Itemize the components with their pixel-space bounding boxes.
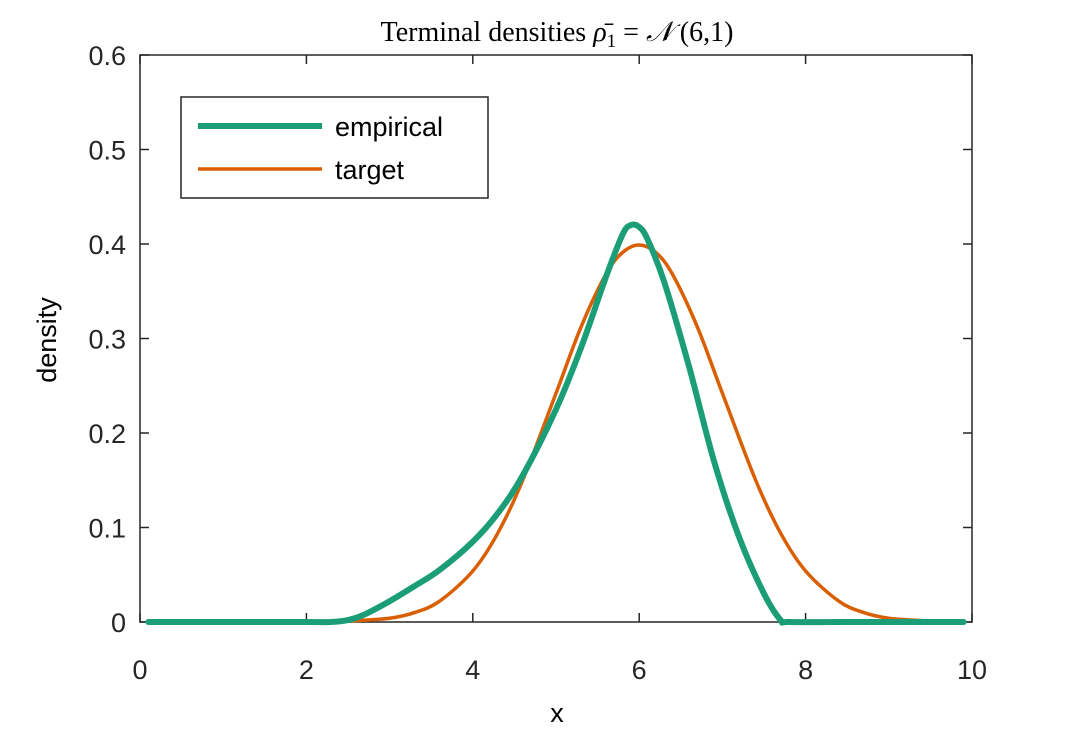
x-tick-label: 8 — [798, 655, 813, 685]
legend-box — [180, 96, 489, 199]
title-equals: = — [616, 17, 646, 48]
x-tick-label: 2 — [299, 655, 314, 685]
y-axis-ticks: 0 0.1 0.2 0.3 0.4 0.5 0.6 — [88, 41, 972, 638]
x-tick-label: 4 — [465, 655, 480, 685]
y-axis-label: density — [32, 297, 62, 383]
y-tick-label: 0.6 — [88, 41, 126, 71]
y-tick-label: 0 — [111, 608, 126, 638]
legend: empirical target — [180, 96, 489, 199]
x-axis-label: x — [550, 698, 564, 728]
x-axis-ticks: 0 2 4 6 8 10 — [132, 55, 987, 685]
y-tick-label: 0.1 — [88, 514, 126, 544]
y-tick-label: 0.4 — [88, 230, 126, 260]
title-subscript: 1 — [607, 31, 617, 52]
y-tick-label: 0.5 — [88, 136, 126, 166]
y-tick-label: 0.2 — [88, 419, 126, 449]
series-line-target — [146, 243, 966, 624]
y-tick-label: 0.3 — [88, 325, 126, 355]
legend-label-target: target — [335, 155, 405, 185]
legend-label-empirical: empirical — [335, 112, 443, 142]
series-layer — [145, 221, 967, 626]
x-tick-label: 10 — [957, 655, 987, 685]
title-args: (6,1) — [673, 17, 734, 48]
title-prefix: Terminal densities — [381, 17, 594, 48]
chart-title: Terminal densities ρ̄1 = 𝒩 (6,1) — [381, 17, 734, 52]
x-tick-label: 6 — [632, 655, 647, 685]
x-tick-label: 0 — [132, 655, 147, 685]
series-line-empirical — [145, 221, 967, 626]
